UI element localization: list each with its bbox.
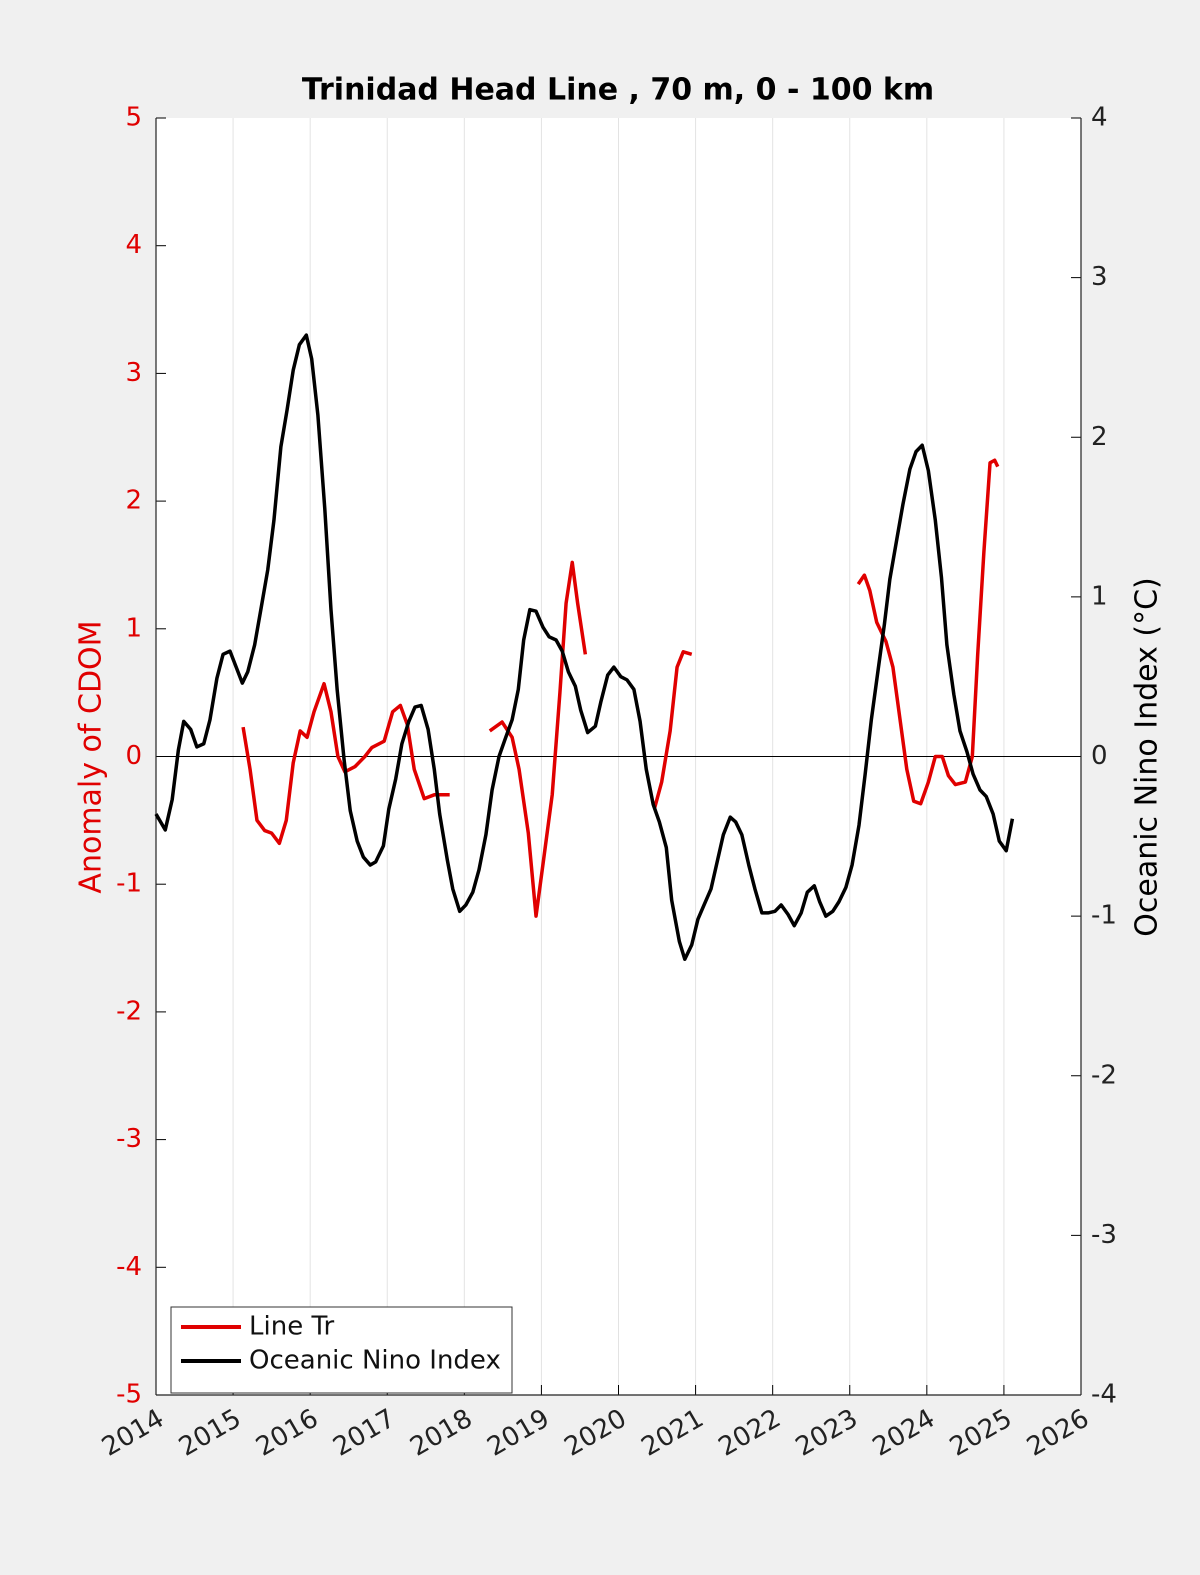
legend-label: Line Tr	[249, 1312, 335, 1342]
legend-box	[170, 1306, 513, 1394]
y-axis-label: Anomaly of CDOM	[74, 620, 109, 893]
y-tick-label: -3	[116, 1124, 142, 1154]
y-tick-label: 5	[125, 103, 142, 133]
y-tick-label: -4	[116, 1252, 142, 1282]
y2-tick-label: -4	[1091, 1380, 1117, 1410]
y2-tick-label: -3	[1091, 1220, 1117, 1250]
y-tick-label: 2	[125, 486, 142, 516]
y2-axis-label: Oceanic Nino Index (°C)	[1130, 577, 1165, 937]
y2-tick-label: -2	[1091, 1060, 1117, 1090]
y-tick-label: -5	[116, 1380, 142, 1410]
y-tick-label: -1	[116, 869, 142, 899]
y2-tick-label: 2	[1091, 422, 1108, 452]
y-tick-label: 1	[125, 613, 142, 643]
y-tick-label: 4	[125, 230, 142, 260]
series-line	[154, 333, 1015, 961]
y2-tick-label: 4	[1091, 103, 1108, 133]
y-tick-label: 3	[125, 358, 142, 388]
chart-title: Trinidad Head Line , 70 m, 0 - 100 km	[302, 73, 934, 108]
legend-label: Oceanic Nino Index	[249, 1346, 501, 1376]
y2-tick-label: -1	[1091, 901, 1117, 931]
y2-tick-label: 3	[1091, 262, 1108, 292]
y-tick-label: 0	[125, 741, 142, 771]
y-tick-label: -2	[116, 996, 142, 1026]
series-line	[241, 458, 1000, 918]
y2-tick-label: 1	[1091, 581, 1108, 611]
y2-tick-label: 0	[1091, 741, 1108, 771]
